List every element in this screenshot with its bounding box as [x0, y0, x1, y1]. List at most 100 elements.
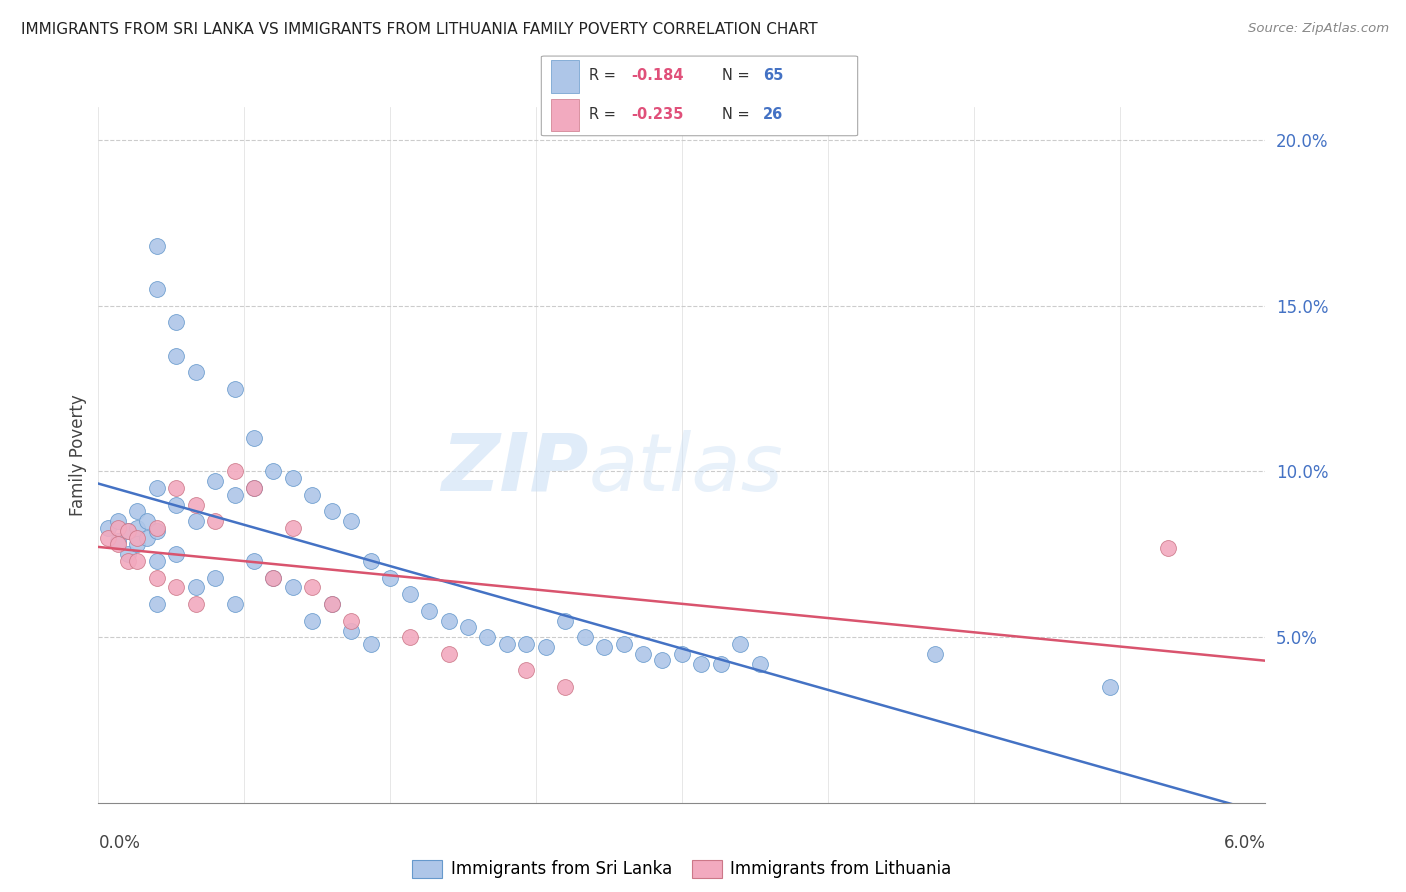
Point: [127, 531, 149, 545]
Point: [360, 554, 382, 568]
Point: [281, 471, 304, 485]
Point: [631, 647, 654, 661]
Point: [107, 537, 129, 551]
Point: [301, 488, 323, 502]
Point: [224, 465, 246, 479]
Point: [117, 547, 139, 561]
Point: [117, 524, 139, 538]
Point: [127, 504, 149, 518]
Point: [224, 382, 246, 396]
Point: [730, 637, 752, 651]
Point: [107, 534, 129, 549]
Point: [748, 657, 770, 671]
Point: [146, 481, 169, 495]
Point: [146, 524, 169, 538]
Bar: [551, 99, 579, 131]
Text: IMMIGRANTS FROM SRI LANKA VS IMMIGRANTS FROM LITHUANIA FAMILY POVERTY CORRELATIO: IMMIGRANTS FROM SRI LANKA VS IMMIGRANTS …: [21, 22, 818, 37]
Point: [554, 680, 576, 694]
Text: 6.0%: 6.0%: [1223, 834, 1265, 852]
Point: [184, 365, 207, 379]
Point: [165, 498, 187, 512]
Text: Source: ZipAtlas.com: Source: ZipAtlas.com: [1249, 22, 1389, 36]
Point: [437, 614, 460, 628]
Point: [515, 663, 537, 677]
Point: [360, 637, 382, 651]
FancyBboxPatch shape: [541, 56, 858, 136]
Text: 65: 65: [762, 68, 783, 83]
Point: [97, 531, 120, 545]
Point: [224, 488, 246, 502]
Point: [515, 637, 537, 651]
Text: R =: R =: [589, 68, 620, 83]
Point: [398, 587, 420, 601]
Point: [165, 581, 187, 595]
Point: [924, 647, 946, 661]
Point: [593, 640, 616, 654]
Point: [340, 514, 363, 528]
Text: 26: 26: [762, 107, 783, 122]
Point: [301, 581, 323, 595]
Point: [204, 570, 226, 584]
Text: N =: N =: [721, 68, 754, 83]
Legend: Immigrants from Sri Lanka, Immigrants from Lithuania: Immigrants from Sri Lanka, Immigrants fr…: [406, 853, 957, 885]
Point: [136, 514, 159, 528]
Point: [184, 498, 207, 512]
Point: [243, 554, 266, 568]
Text: R =: R =: [589, 107, 620, 122]
Point: [107, 514, 129, 528]
Point: [671, 647, 693, 661]
Point: [204, 514, 226, 528]
Point: [243, 481, 266, 495]
Point: [262, 570, 284, 584]
Point: [243, 481, 266, 495]
Point: [340, 614, 363, 628]
Y-axis label: Family Poverty: Family Poverty: [69, 394, 87, 516]
Point: [301, 614, 323, 628]
Text: -0.235: -0.235: [631, 107, 683, 122]
Point: [281, 581, 304, 595]
Point: [574, 630, 596, 644]
Point: [127, 521, 149, 535]
Text: ZIP: ZIP: [441, 430, 589, 508]
Point: [690, 657, 713, 671]
Point: [710, 657, 733, 671]
Point: [262, 570, 284, 584]
Point: [184, 514, 207, 528]
Point: [534, 640, 557, 654]
Point: [165, 349, 187, 363]
Point: [321, 504, 343, 518]
Point: [554, 614, 576, 628]
Text: atlas: atlas: [589, 430, 783, 508]
Point: [321, 597, 343, 611]
Point: [97, 521, 120, 535]
Text: -0.184: -0.184: [631, 68, 683, 83]
Point: [378, 570, 402, 584]
Point: [127, 537, 149, 551]
Point: [496, 637, 519, 651]
Text: 0.0%: 0.0%: [98, 834, 141, 852]
Point: [146, 521, 169, 535]
Point: [613, 637, 636, 651]
Point: [1157, 541, 1180, 555]
Point: [477, 630, 499, 644]
Point: [136, 531, 159, 545]
Point: [243, 431, 266, 445]
Point: [224, 597, 246, 611]
Point: [281, 521, 304, 535]
Point: [340, 624, 363, 638]
Point: [117, 554, 139, 568]
Point: [418, 604, 440, 618]
Point: [165, 315, 187, 329]
Point: [146, 554, 169, 568]
Point: [184, 581, 207, 595]
Point: [146, 239, 169, 253]
Point: [204, 475, 226, 489]
Point: [457, 620, 479, 634]
Point: [437, 647, 460, 661]
Point: [184, 597, 207, 611]
Point: [321, 597, 343, 611]
Point: [398, 630, 420, 644]
Point: [146, 597, 169, 611]
Point: [165, 547, 187, 561]
Bar: [551, 61, 579, 93]
